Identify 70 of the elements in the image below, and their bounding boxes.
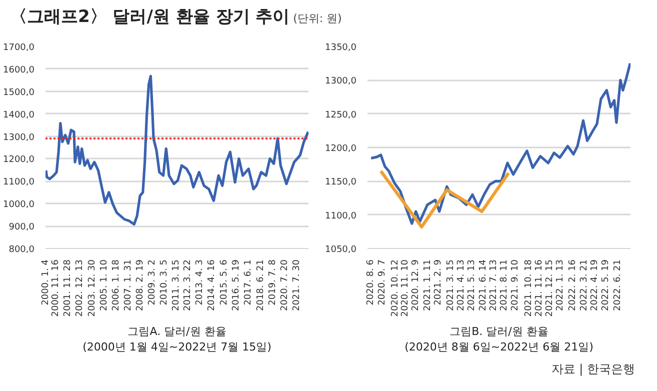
x-tick-label: 2021. 8. 11 xyxy=(500,259,510,312)
y-tick-label: 1000,0 xyxy=(3,200,35,210)
y-tick-label: 1600,0 xyxy=(3,65,35,76)
x-axis-title: 그림B. 달러/원 환율 (2020년 8월 6일~2022년 6월 21일) xyxy=(404,324,594,354)
x-tick-label: 2021. 9. 10 xyxy=(510,259,520,312)
x-tick-label: 2013. 4. 3 xyxy=(195,259,206,306)
x-tick-label: 2022. 2. 16 xyxy=(568,259,578,312)
y-tick-label: 1150,0 xyxy=(325,178,357,188)
x-tick-label: 2002. 12. 13 xyxy=(75,259,86,317)
x-tick-label: 2020. 12. 9 xyxy=(411,259,422,312)
y-tick-label: 1300,0 xyxy=(325,76,357,87)
x-tick-label: 2017. 6. 1 xyxy=(244,259,254,306)
x-tick-label: 2019. 7. 8 xyxy=(268,259,278,306)
y-tick-label: 1350,0 xyxy=(325,43,357,53)
x-tick-label: 2021. 2. 9 xyxy=(434,259,444,306)
chart-subtitle: (단위: 원) xyxy=(293,12,342,25)
x-tick-label: 2007. 1. 31 xyxy=(123,259,134,312)
x-tick-label: 2020. 8. 6 xyxy=(366,259,376,306)
y-tick-label: 1400,0 xyxy=(3,110,35,120)
y-tick-label: 1100,0 xyxy=(3,178,35,188)
line-series xyxy=(370,62,630,225)
y-tick-label: 1200,0 xyxy=(3,155,35,166)
x-tick-label: 2021. 12. 15 xyxy=(545,259,556,317)
x-tick-label: 2014. 4. 16 xyxy=(207,259,218,312)
x-tick-label: 2021. 5. 13 xyxy=(467,259,478,312)
x-tick-label: 2009. 3. 2 xyxy=(148,259,158,306)
y-tick-label: 1200,0 xyxy=(325,144,357,154)
text: 자료 | 한국은행 xyxy=(550,361,635,378)
x-tick-label: 2021. 10. 18 xyxy=(524,259,534,317)
y-tick-label: 1050,0 xyxy=(325,245,357,255)
y-tick-label: 1100,0 xyxy=(325,211,357,222)
x-tick-label: 2018. 6. 21 xyxy=(256,259,266,312)
x-tick-label: 2012. 3. 22 xyxy=(183,259,194,312)
x-tick-label: 2021. 7. 30 xyxy=(292,259,302,312)
x-tick-label: 2006. 1. 18 xyxy=(111,259,122,312)
x-tick-label: 2020. 11. 10 xyxy=(400,259,411,317)
x-tick-label: 2010. 3. 5 xyxy=(159,259,170,306)
x-axis-title: 그림A. 달러/원 환율 (2000년 1월 4일~2022년 7월 15일) xyxy=(82,324,272,354)
y-tick-label: 1300,0 xyxy=(3,132,35,143)
x-tick-label: 2020. 9. 7 xyxy=(378,259,388,306)
x-tick-label: 2021. 11. 16 xyxy=(534,259,545,317)
x-tick-label: 2021. 3. 15 xyxy=(446,259,456,312)
x-tick-label: 2001. 11. 28 xyxy=(63,259,74,317)
y-tick-label: 1250,0 xyxy=(325,110,357,120)
x-tick-label: 2005. 1. 10 xyxy=(99,259,110,312)
line-series xyxy=(46,74,308,226)
y-tick-label: 900,0 xyxy=(8,222,35,233)
y-tick-label: 1700,0 xyxy=(3,43,35,53)
x-tick-label: 2008. 2. 19 xyxy=(136,259,146,312)
x-tick-label: 2021. 4. 13 xyxy=(456,259,466,312)
x-tick-label: 2011. 3. 15 xyxy=(171,259,182,312)
x-tick-label: 2021. 6. 14 xyxy=(478,259,489,312)
y-tick-label: 1500,0 xyxy=(3,88,35,98)
x-tick-label: 2000. 11. 16 xyxy=(51,259,62,317)
x-tick-label: 2000. 1. 4 xyxy=(40,259,51,306)
line-series xyxy=(379,169,510,229)
x-tick-label: 2022. 4. 19 xyxy=(590,259,600,312)
x-tick-label: 2015. 5. 6 xyxy=(219,259,230,306)
x-tick-label: 2016. 5. 19 xyxy=(232,259,242,312)
x-tick-label: 2021. 1. 11 xyxy=(423,259,434,312)
x-tick-label: 2022. 1. 13 xyxy=(556,259,566,312)
x-tick-label: 2022. 5. 19 xyxy=(600,259,611,312)
chart-title: 〈그래프2〉 달러/원 환율 장기 추이 xyxy=(10,7,290,27)
x-tick-label: 2020. 7. 20 xyxy=(280,259,290,312)
x-tick-label: 2003. 12. 30 xyxy=(87,259,98,317)
y-tick-label: 800,0 xyxy=(8,245,35,255)
x-tick-label: 2021. 7. 13 xyxy=(489,259,500,312)
x-tick-label: 2022. 3. 21 xyxy=(580,259,590,312)
x-tick-label: 2022. 6. 21 xyxy=(612,259,623,312)
x-tick-label: 2020. 10. 12 xyxy=(390,259,400,317)
